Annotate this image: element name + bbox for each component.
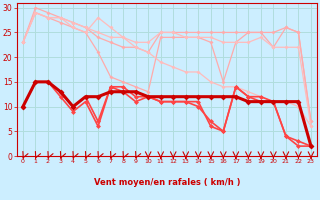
X-axis label: Vent moyen/en rafales ( km/h ): Vent moyen/en rafales ( km/h ) [94,178,240,187]
